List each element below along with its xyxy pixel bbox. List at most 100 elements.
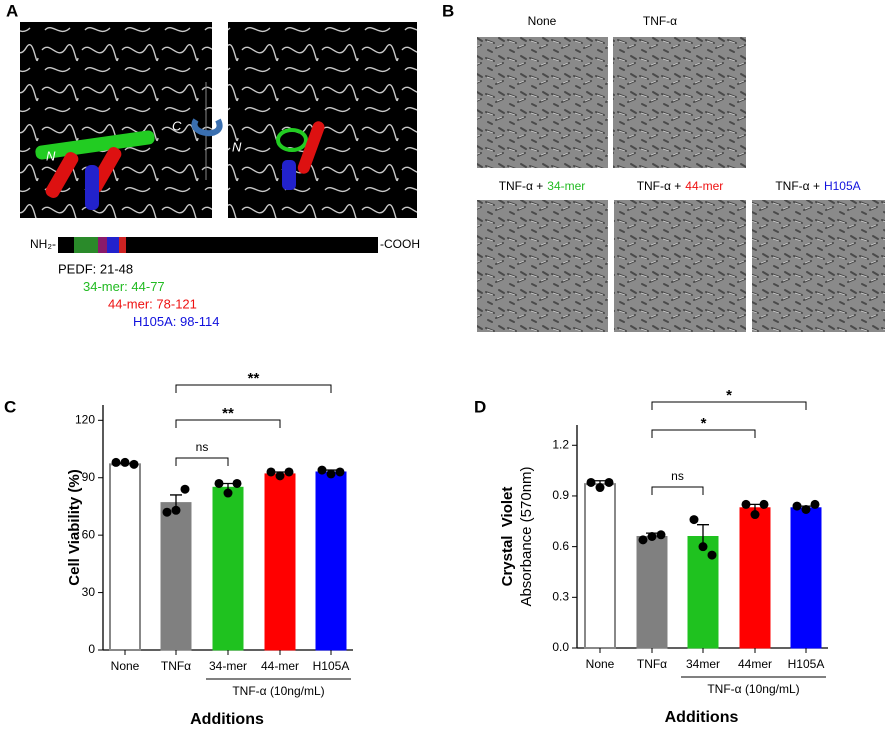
- data-point: [266, 467, 276, 477]
- x-tick-label: None: [111, 659, 140, 673]
- range-label: PEDF: 21-48: [58, 261, 133, 276]
- bar: [264, 473, 296, 651]
- y-tick-label: 0.3: [552, 589, 569, 603]
- micrograph: [477, 37, 608, 168]
- y-axis-label: Cell Viability (%): [66, 469, 83, 585]
- panel-label: B: [442, 1, 454, 20]
- panel-b: B None TNF-α TNF-α +34-mer TNF-α +44-mer T…: [442, 1, 885, 332]
- rotation-arrow: [191, 118, 223, 137]
- sequence-bar: [58, 237, 378, 253]
- y-tick-label: 0.9: [552, 488, 569, 502]
- segment: [74, 237, 98, 253]
- bar: [790, 507, 822, 649]
- data-point: [180, 484, 190, 494]
- data-point: [689, 515, 699, 525]
- data-point: [326, 469, 336, 479]
- data-point: [595, 483, 605, 493]
- group-label: TNF-α (10ng/mL): [707, 682, 799, 696]
- y-tick-label: 30: [82, 585, 96, 599]
- data-point: [750, 510, 760, 520]
- panel-label: D: [474, 397, 486, 416]
- x-tick-label: TNFα: [161, 659, 191, 673]
- data-point: [232, 478, 242, 488]
- group-label: TNF-α (10ng/mL): [232, 684, 324, 698]
- condition-labels: TNF-α +34-mer TNF-α +44-mer TNF-α + H105A: [499, 179, 861, 193]
- significance-label: *: [726, 387, 732, 404]
- bar: [109, 463, 141, 651]
- data-point: [638, 535, 648, 545]
- segment: [98, 237, 107, 253]
- significance-bracket: [175, 419, 281, 428]
- panel-label: C: [4, 397, 16, 416]
- data-point: [129, 459, 139, 469]
- data-point: [214, 478, 224, 488]
- label-prefix: TNF-α +: [499, 179, 544, 193]
- data-point: [171, 505, 181, 515]
- peptide: H105A: [824, 179, 861, 193]
- bar-chart: 0 30 60 90 120 None TNFα 34-mer 44-mer H105A TNF-α…: [66, 370, 353, 728]
- data-point: [810, 499, 820, 509]
- x-axis-label: Additions: [190, 711, 264, 728]
- condition-label: None: [528, 14, 557, 28]
- significance-bracket: [175, 384, 332, 393]
- micrograph: [613, 37, 746, 168]
- bar: [739, 507, 771, 649]
- bar: [212, 486, 244, 651]
- bar-chart: 0.0 0.3 0.6 0.9 1.2 None TNFα 34mer 44mer H105A TN…: [499, 387, 828, 726]
- data-point: [284, 467, 294, 477]
- data-point: [335, 467, 345, 477]
- y-tick-label: 90: [82, 470, 96, 484]
- range-label: 34-mer: 44-77: [83, 279, 165, 294]
- segment: [107, 237, 119, 253]
- significance-label: *: [701, 415, 707, 432]
- bar: [636, 536, 668, 649]
- terminus-label: C: [172, 118, 182, 133]
- y-tick-label: 60: [82, 527, 96, 541]
- label-prefix: TNF-α +: [775, 179, 820, 193]
- condition-label: TNF-α +44-mer: [637, 179, 724, 193]
- data-point: [586, 477, 596, 487]
- data-point: [759, 499, 769, 509]
- data-point: [111, 457, 121, 467]
- error-bar: [749, 503, 761, 512]
- x-tick-label: H105A: [788, 657, 825, 671]
- y-axis-label: Crystal Violet: [499, 487, 516, 587]
- micrograph: [614, 200, 746, 332]
- n-terminus: NH₂-: [30, 237, 56, 251]
- bar: [584, 483, 616, 649]
- data-point: [223, 488, 233, 498]
- x-tick-label: H105A: [313, 659, 350, 673]
- label-prefix: TNF-α +: [637, 179, 682, 193]
- significance-bracket: [175, 457, 229, 466]
- significance-label: ns: [671, 469, 684, 483]
- data-point: [656, 530, 666, 540]
- x-tick-label: None: [586, 657, 615, 671]
- data-point: [120, 457, 130, 467]
- peptide: 34-mer: [547, 179, 585, 193]
- x-tick-label: 44-mer: [261, 659, 299, 673]
- range-label: 44-mer: 78-121: [108, 296, 197, 311]
- peptide: 44-mer: [685, 179, 723, 193]
- range-label: H105A: 98-114: [133, 314, 220, 329]
- bar: [160, 502, 192, 651]
- range-list: PEDF: 21-48 34-mer: 44-77 44-mer: 78-121 H1…: [58, 261, 220, 329]
- micrograph: [752, 200, 885, 332]
- significance-label: **: [248, 370, 260, 387]
- y-tick-label: 120: [75, 412, 95, 426]
- data-point: [317, 465, 327, 475]
- condition-label: TNF-α: [643, 14, 677, 28]
- y-tick-label: 0.6: [552, 539, 569, 553]
- data-point: [604, 477, 614, 487]
- x-tick-label: 34-mer: [209, 659, 247, 673]
- x-tick-label: 44mer: [738, 657, 772, 671]
- panel-label: A: [6, 1, 18, 20]
- y-tick-label: 1.2: [552, 437, 569, 451]
- helices: [35, 121, 325, 210]
- bar: [315, 471, 347, 651]
- significance-bracket: [651, 486, 704, 495]
- condition-label: TNF-α + H105A: [775, 179, 860, 193]
- x-tick-label: 34mer: [686, 657, 720, 671]
- significance-label: ns: [196, 440, 209, 454]
- segment: [119, 237, 126, 253]
